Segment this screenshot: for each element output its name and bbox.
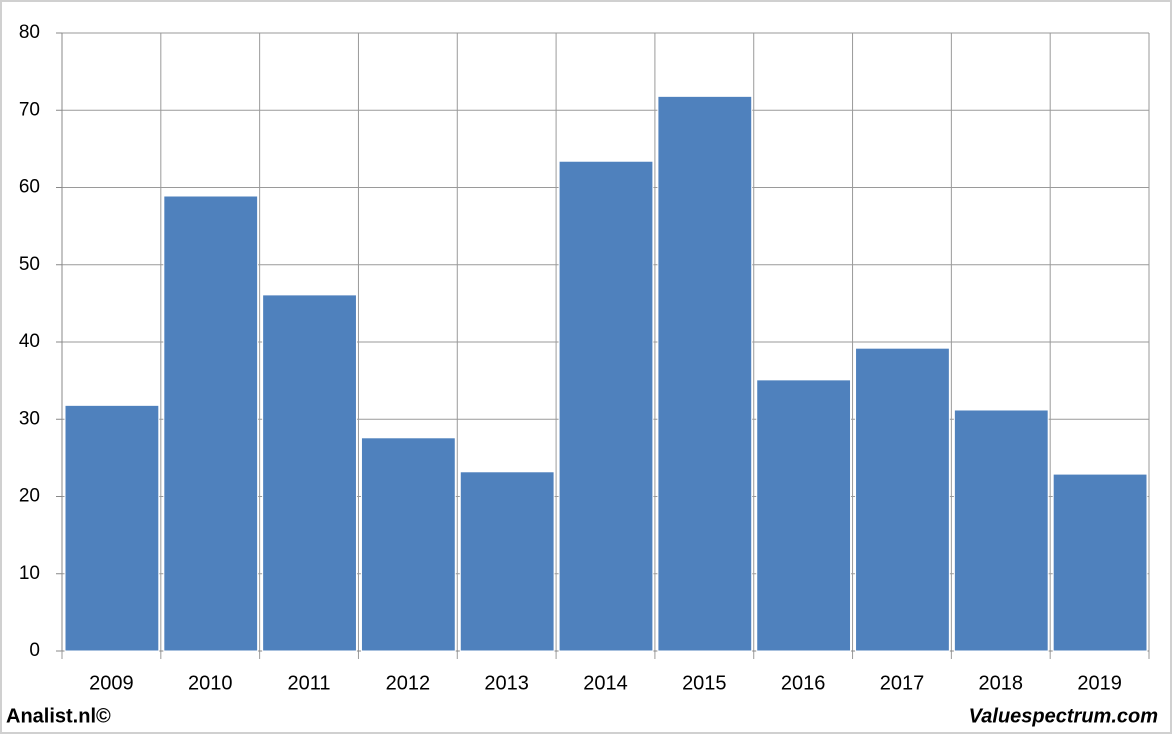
bars: [64, 95, 1148, 652]
y-tick-label: 60: [19, 177, 40, 198]
bar: [855, 347, 950, 652]
labels: 0 10 20 30 40 50 60 70 80 2009 2010 2011 2012 2013 201…: [19, 22, 1122, 694]
x-tick-label: 2011: [288, 672, 331, 694]
y-tick-label: 50: [19, 254, 40, 275]
x-tick-label: 2016: [781, 672, 826, 694]
x-tick-label: 2013: [484, 672, 529, 694]
bar: [657, 95, 753, 652]
x-tick-label: 2010: [188, 672, 233, 694]
credit-left: Analist.nl©: [6, 705, 111, 727]
bar: [459, 471, 555, 652]
bar: [1052, 473, 1148, 652]
x-tick-label: 2009: [89, 672, 134, 694]
x-tick-label: 2019: [1077, 672, 1122, 694]
bar: [64, 404, 160, 652]
x-tick-label: 2014: [583, 672, 628, 694]
y-tick-label: 10: [19, 563, 40, 584]
bar: [163, 195, 259, 652]
y-tick-label: 20: [19, 486, 40, 507]
credit-right: Valuespectrum.com: [969, 705, 1158, 727]
y-tick-label: 80: [19, 22, 40, 43]
y-tick-label: 30: [19, 408, 40, 429]
y-tick-label: 70: [19, 99, 40, 120]
bar: [360, 437, 456, 652]
bar: [558, 160, 654, 652]
bar: [953, 409, 1049, 652]
bar: [756, 379, 852, 652]
x-tick-label: 2015: [682, 672, 727, 694]
bar: [262, 294, 357, 652]
x-tick-label: 2017: [880, 672, 925, 694]
x-tick-label: 2012: [386, 672, 431, 694]
x-tick-label: 2018: [979, 672, 1024, 694]
y-tick-label: 0: [29, 640, 40, 661]
y-tick-label: 40: [19, 331, 40, 352]
